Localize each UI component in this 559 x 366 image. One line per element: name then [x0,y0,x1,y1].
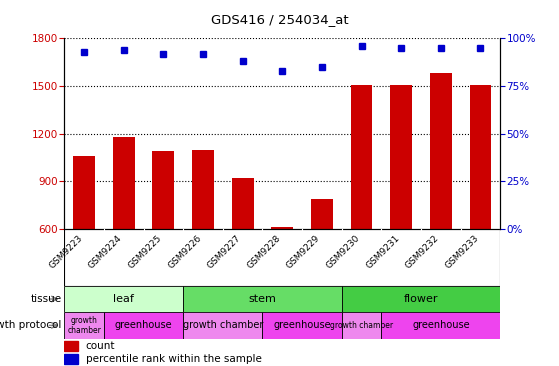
Bar [430,74,452,229]
Text: flower: flower [404,294,438,304]
Text: greenhouse: greenhouse [412,320,470,330]
Text: GSM9227: GSM9227 [206,234,243,270]
Text: GSM9225: GSM9225 [126,234,163,270]
Bar [232,178,254,229]
Text: greenhouse: greenhouse [273,320,331,330]
Bar [64,286,183,312]
Text: GSM9228: GSM9228 [245,234,282,270]
Text: stem: stem [249,294,276,304]
Bar [183,312,263,339]
Text: GSM9226: GSM9226 [166,234,203,270]
Bar [342,286,500,312]
Bar [64,312,104,339]
Bar [350,85,372,229]
Bar [73,156,95,229]
Text: GDS416 / 254034_at: GDS416 / 254034_at [211,13,348,26]
Text: percentile rank within the sample: percentile rank within the sample [86,354,262,364]
Bar [104,312,183,339]
Bar [390,85,412,229]
Text: GSM9232: GSM9232 [404,234,441,270]
Bar [192,150,214,229]
Bar [183,286,342,312]
Text: GSM9230: GSM9230 [325,234,362,271]
Bar [311,199,333,229]
Text: tissue: tissue [30,294,61,304]
Text: growth chamber: growth chamber [183,320,263,330]
Text: growth
chamber: growth chamber [67,315,101,335]
Bar [381,312,500,339]
Bar [64,354,78,364]
Bar [153,151,174,229]
Bar [342,312,381,339]
Text: growth chamber: growth chamber [330,321,393,330]
Bar [113,137,135,229]
Text: greenhouse: greenhouse [115,320,172,330]
Bar [470,85,491,229]
Bar [272,227,293,229]
Text: count: count [86,341,115,351]
Text: leaf: leaf [113,294,134,304]
Text: GSM9223: GSM9223 [47,234,84,270]
Bar [64,341,78,351]
Text: GSM9231: GSM9231 [364,234,401,271]
Bar [263,312,342,339]
Text: growth protocol: growth protocol [0,320,61,330]
Text: GSM9233: GSM9233 [443,234,481,271]
Text: GSM9224: GSM9224 [87,234,124,270]
Text: GSM9229: GSM9229 [285,234,322,270]
